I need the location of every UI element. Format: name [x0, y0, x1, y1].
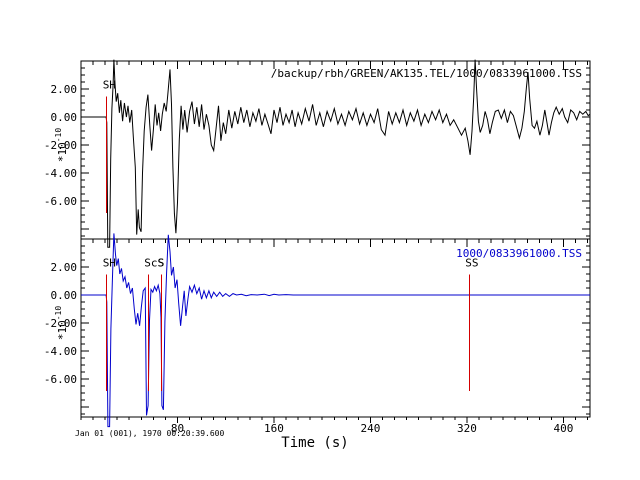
file-path-label: 1000/0833961000.TSS [456, 247, 582, 260]
y-tick-label: -2.00 [44, 317, 77, 330]
y-tick-label: -4.00 [44, 345, 77, 358]
y-tick-label: -6.00 [44, 195, 77, 208]
x-tick-label: 320 [457, 422, 477, 435]
pick-label: SH [103, 79, 116, 92]
file-path-label: /backup/rbh/GREEN/AK135.TEL/1000/0833961… [271, 67, 582, 80]
y-tick-label: 0.00 [51, 289, 78, 302]
y-tick-label: 2.00 [51, 83, 78, 96]
top-seismogram-panel: 2.00 0.00 -2.00 -4.00 -6.00 *10-10 SH/backup/r… [44, 59, 591, 248]
y-tick-label: -4.00 [44, 167, 77, 180]
bottom-trace [81, 233, 590, 428]
pick-label: SS [465, 257, 478, 270]
y-tick-label: -6.00 [44, 373, 77, 386]
y-scale-label: *10-10 [54, 306, 69, 341]
pick-label: ScS [144, 257, 164, 270]
x-tick-label: 400 [554, 422, 574, 435]
x-tick-label: 240 [361, 422, 381, 435]
pick-label: SH [103, 257, 116, 270]
y-tick-label: -2.00 [44, 139, 77, 152]
pick-label: S [158, 257, 165, 270]
y-tick-label: 0.00 [51, 111, 78, 124]
y-scale-label: *10-10 [54, 128, 69, 163]
time-axis-title: Time (s) [281, 435, 348, 451]
y-tick-label: 2.00 [51, 261, 78, 274]
x-tick-label: 160 [264, 422, 284, 435]
top-trace [81, 59, 591, 248]
x-tick-label: 80 [171, 422, 184, 435]
start-time-label: Jan 01 (001), 1970 00:20:39.600 [75, 429, 224, 438]
